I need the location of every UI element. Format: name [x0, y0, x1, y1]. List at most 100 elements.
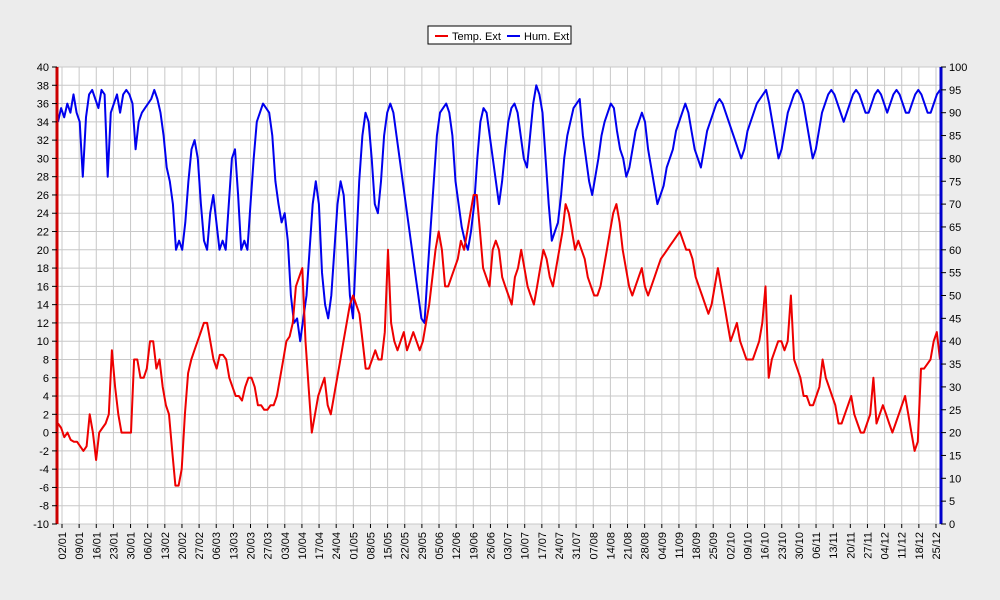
- x-tick-label: 07/08: [588, 532, 600, 560]
- y-left-tick-label: 30: [37, 153, 49, 165]
- series-layer: [57, 84, 941, 487]
- x-tick-label: 14/08: [605, 532, 617, 560]
- x-tick-label: 17/07: [537, 532, 549, 560]
- y-right-axis: 0 5 10 15 20 25 30 35 40 45 50 55 60 65 70 75 80 85 90 95 10…: [941, 62, 967, 531]
- x-tick-label: 13/02: [160, 532, 172, 560]
- x-tick-label: 20/03: [246, 532, 258, 560]
- x-tick-label: 10/07: [520, 532, 532, 560]
- y-left-tick-label: 12: [37, 318, 49, 330]
- x-tick-label: 19/06: [468, 532, 480, 560]
- x-tick-label: 17/04: [314, 532, 326, 560]
- y-left-tick-label: 10: [37, 336, 49, 348]
- plot-area: [56, 66, 942, 525]
- x-tick-label: 11/12: [897, 532, 909, 559]
- x-tick-label: 03/04: [280, 532, 292, 560]
- x-tick-label: 15/05: [383, 532, 395, 560]
- x-tick-label: 30/01: [126, 532, 138, 560]
- y-right-tick-label: 95: [949, 85, 961, 97]
- y-right-tick-label: 5: [949, 496, 955, 508]
- x-tick-label: 09/10: [742, 532, 754, 560]
- legend-label-temp: Temp. Ext: [452, 31, 501, 43]
- x-tick-label: 27/03: [263, 532, 275, 560]
- x-tick-label: 28/08: [640, 532, 652, 560]
- x-tick-label: 01/05: [348, 532, 360, 560]
- y-left-tick-label: 6: [43, 373, 49, 385]
- x-tick-label: 05/06: [434, 532, 446, 560]
- x-tick-label: 20/02: [177, 532, 189, 560]
- x-tick-label: 06/02: [143, 532, 155, 560]
- y-right-tick-label: 40: [949, 336, 961, 348]
- y-right-tick-label: 70: [949, 199, 961, 211]
- y-right-tick-label: 20: [949, 428, 961, 440]
- x-tick-label: 27/11: [862, 532, 874, 559]
- x-tick-label: 23/01: [108, 532, 120, 560]
- y-left-tick-label: -2: [39, 446, 49, 458]
- x-tick-label: 27/02: [194, 532, 206, 560]
- series-line-humidity: [57, 84, 941, 343]
- y-left-tick-label: 38: [37, 80, 49, 92]
- y-left-tick-label: 32: [37, 135, 49, 147]
- x-tick-label: 02/01: [57, 532, 69, 560]
- x-tick-label: 24/04: [331, 532, 343, 560]
- y-right-tick-label: 75: [949, 176, 961, 188]
- y-left-tick-label: -6: [39, 482, 49, 494]
- y-right-tick-label: 85: [949, 131, 961, 143]
- y-right-tick-label: 60: [949, 245, 961, 257]
- y-left-tick-label: 26: [37, 190, 49, 202]
- x-tick-label: 13/11: [828, 532, 840, 559]
- y-left-tick-label: -4: [39, 464, 49, 476]
- y-left-tick-label: 2: [43, 409, 49, 421]
- y-left-tick-label: 34: [37, 117, 49, 129]
- x-tick-label: 04/12: [880, 532, 892, 560]
- y-right-tick-label: 90: [949, 108, 961, 120]
- x-tick-label: 11/09: [674, 532, 686, 559]
- x-tick-label: 03/07: [503, 532, 515, 560]
- x-tick-label: 16/10: [760, 532, 772, 560]
- x-tick-label: 31/07: [571, 532, 583, 560]
- x-axis: 02/01 09/01 16/01 23/01 30/01 06/02 13/02 20/02…: [57, 524, 943, 560]
- y-left-tick-label: 18: [37, 263, 49, 275]
- x-tick-label: 06/03: [211, 532, 223, 560]
- y-right-tick-label: 15: [949, 450, 961, 462]
- x-tick-label: 21/08: [623, 532, 635, 560]
- x-tick-label: 12/06: [451, 532, 463, 560]
- x-tick-label: 26/06: [485, 532, 497, 560]
- y-right-tick-label: 100: [949, 62, 967, 74]
- y-right-tick-label: 25: [949, 405, 961, 417]
- y-right-tick-label: 50: [949, 291, 961, 303]
- y-right-tick-label: 65: [949, 222, 961, 234]
- y-left-tick-label: -10: [33, 519, 49, 531]
- x-tick-label: 24/07: [554, 532, 566, 560]
- x-tick-label: 08/05: [365, 532, 377, 560]
- y-left-tick-label: 4: [43, 391, 49, 403]
- legend: Temp. Ext Hum. Ext: [427, 25, 572, 45]
- y-left-tick-label: 8: [43, 354, 49, 366]
- y-left-axis: -10-8-6-4-202468101214161820222426283032…: [33, 62, 57, 531]
- y-right-tick-label: 45: [949, 313, 961, 325]
- x-tick-label: 22/05: [400, 532, 412, 560]
- x-tick-label: 02/10: [725, 532, 737, 560]
- x-tick-label: 30/10: [794, 532, 806, 560]
- y-right-tick-label: 10: [949, 473, 961, 485]
- x-tick-label: 10/04: [297, 532, 309, 560]
- legend-box: [427, 25, 572, 45]
- x-tick-label: 13/03: [228, 532, 240, 560]
- x-tick-label: 25/12: [931, 532, 943, 560]
- x-tick-label: 04/09: [657, 532, 669, 560]
- y-left-tick-label: 0: [43, 428, 49, 440]
- y-left-tick-label: 24: [37, 208, 49, 220]
- x-tick-label: 06/11: [811, 532, 823, 559]
- y-right-tick-label: 30: [949, 382, 961, 394]
- y-left-tick-label: 20: [37, 245, 49, 257]
- y-left-tick-label: 16: [37, 281, 49, 293]
- x-tick-label: 29/05: [417, 532, 429, 560]
- x-tick-label: 20/11: [845, 532, 857, 559]
- y-right-tick-label: 55: [949, 268, 961, 280]
- y-left-tick-label: -8: [39, 501, 49, 513]
- series-line-temperature: [57, 194, 941, 487]
- y-left-tick-label: 22: [37, 227, 49, 239]
- x-tick-label: 16/01: [91, 532, 103, 560]
- y-right-tick-label: 80: [949, 153, 961, 165]
- x-tick-label: 25/09: [708, 532, 720, 560]
